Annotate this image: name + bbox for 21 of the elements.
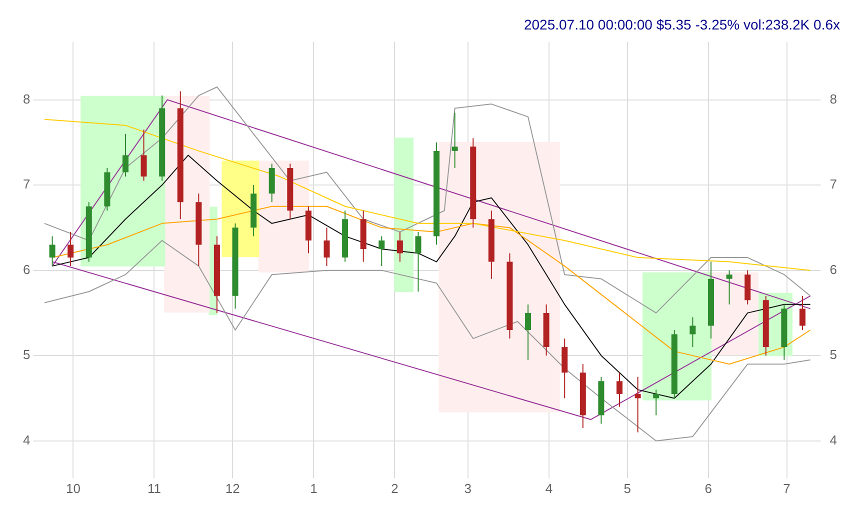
x-tick-label: 1	[310, 480, 318, 496]
y2-tick-label: 8	[830, 91, 838, 106]
y-tick-label: 5	[22, 347, 30, 362]
y2-tick-label: 7	[830, 176, 838, 192]
x-tick-label: 12	[225, 480, 240, 496]
x-tick-label: 6	[704, 480, 712, 496]
x-tick-label: 11	[147, 480, 161, 496]
x-tick-label: 5	[624, 480, 631, 496]
x-tick-label: 7	[783, 480, 790, 496]
y2-tick-label: 6	[830, 262, 838, 277]
chart-title: 2025.07.10 00:00:00 $5.35 -3.25% vol:238.2K 0.6x	[524, 16, 840, 32]
y2-tick-label: 4	[830, 432, 838, 448]
y-tick-label: 6	[22, 262, 30, 277]
y-tick-label: 4	[22, 432, 30, 448]
y-tick-label: 7	[22, 176, 30, 192]
x-tick-label: 4	[545, 480, 553, 496]
x-tick-label: 3	[464, 480, 472, 496]
x-tick-label: 10	[66, 480, 80, 496]
y-tick-label: 8	[22, 91, 30, 106]
y2-tick-label: 5	[830, 347, 838, 362]
x-tick-label: 2	[391, 480, 398, 496]
